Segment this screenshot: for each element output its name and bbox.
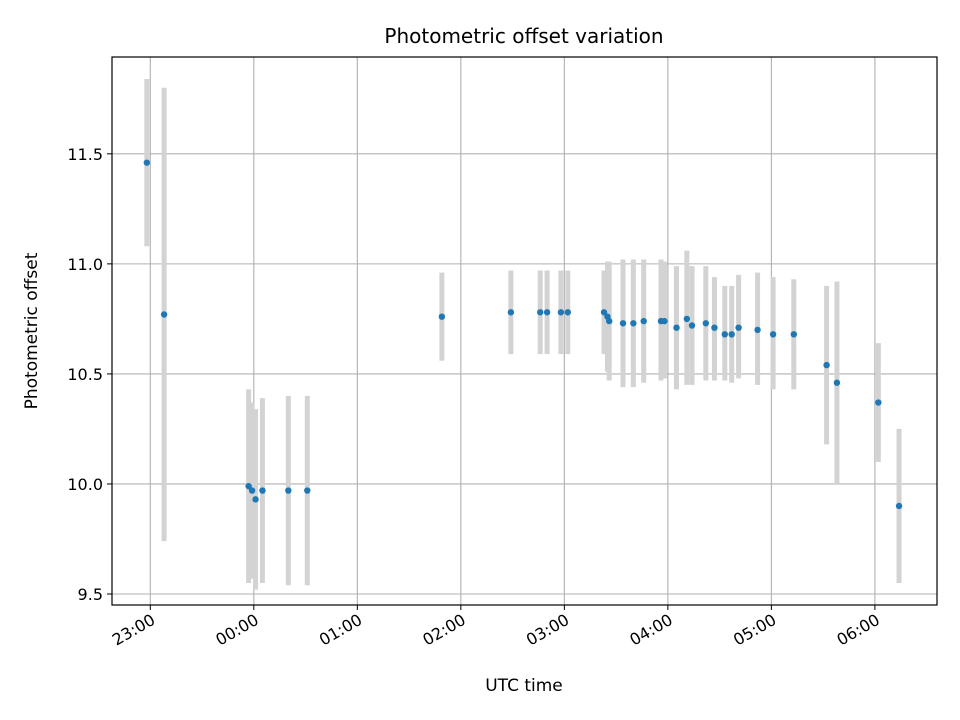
data-point	[688, 322, 696, 329]
y-tick-label: 10.0	[67, 475, 103, 494]
y-tick-label: 9.5	[78, 585, 103, 604]
data-point	[438, 313, 446, 320]
data-point	[536, 309, 544, 316]
data-point	[721, 331, 728, 338]
chart-title: Photometric offset variation	[384, 24, 663, 48]
x-axis-label: UTC time	[485, 676, 563, 696]
data-point	[564, 309, 572, 316]
data-point	[769, 331, 777, 338]
data-points	[143, 159, 903, 510]
data-point	[259, 487, 266, 494]
y-axis: 9.5 10.0 10.5 11.0 11.5	[67, 145, 112, 604]
data-point	[875, 399, 882, 406]
data-point	[285, 487, 292, 494]
data-point	[630, 320, 637, 327]
data-point	[252, 496, 259, 503]
grid	[112, 57, 937, 605]
data-point	[543, 309, 551, 316]
data-point	[673, 324, 680, 331]
data-point	[600, 309, 608, 316]
data-point	[248, 487, 256, 494]
data-point	[735, 324, 742, 331]
data-point	[711, 324, 718, 331]
data-point	[754, 326, 761, 334]
data-point	[245, 482, 252, 490]
data-point	[683, 315, 691, 323]
y-axis-label: Photometric offset	[22, 252, 42, 409]
y-tick-label: 10.5	[67, 365, 103, 384]
data-point	[160, 311, 168, 318]
data-point	[143, 159, 151, 166]
y-tick-label: 11.0	[67, 255, 103, 274]
data-point	[606, 317, 613, 325]
data-point	[557, 309, 565, 316]
data-point	[790, 331, 798, 338]
data-point	[304, 487, 311, 494]
data-point	[640, 317, 647, 325]
plot-area-frame	[111, 56, 938, 606]
data-point	[728, 331, 735, 338]
data-point	[661, 317, 668, 325]
data-point	[702, 320, 710, 327]
data-point	[895, 502, 903, 510]
data-point	[507, 309, 515, 316]
y-tick-label: 11.5	[67, 145, 103, 164]
data-point	[833, 379, 841, 386]
data-point	[619, 320, 627, 327]
data-point	[823, 361, 830, 369]
